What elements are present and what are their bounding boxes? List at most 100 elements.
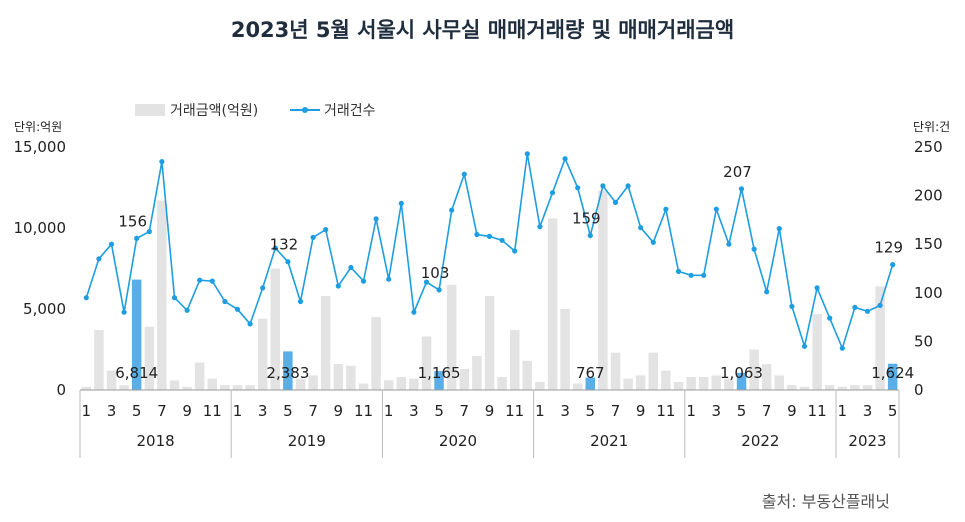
bar <box>308 375 318 390</box>
line-point <box>222 298 228 305</box>
x-tick-label: 11 <box>203 402 222 420</box>
x-tick-label: 1 <box>384 402 394 420</box>
y-right-tick-label: 150 <box>914 235 943 253</box>
bar <box>157 200 167 390</box>
bar <box>220 385 230 390</box>
line-value-label: 132 <box>270 236 299 254</box>
line-point <box>197 277 203 283</box>
line-point <box>310 234 316 240</box>
bar <box>421 336 432 390</box>
bar <box>144 326 155 390</box>
line-point <box>650 239 656 245</box>
line-point <box>373 216 379 222</box>
source-note: 출처: 부동산플래닛 <box>761 492 890 511</box>
line-point <box>108 241 115 247</box>
x-tick-label: 9 <box>636 402 646 420</box>
line-point <box>675 268 682 274</box>
line-point <box>386 276 392 282</box>
bar <box>522 360 532 390</box>
x-tick-label: 1 <box>838 402 848 420</box>
line-point <box>562 156 568 162</box>
line-point <box>814 285 820 291</box>
line-value-label: 129 <box>874 239 903 257</box>
year-label: 2018 <box>137 432 175 450</box>
y-right-tick-label: 100 <box>914 284 943 302</box>
line-point <box>335 283 341 289</box>
bar-highlight <box>585 377 595 390</box>
bar <box>358 383 369 390</box>
line-series <box>83 151 896 351</box>
line-point <box>146 229 152 235</box>
y-left-tick-label: 5,000 <box>23 300 66 318</box>
bar-series <box>81 190 898 390</box>
y-right-ticks: 0 50 100 150 200 250 <box>914 138 943 399</box>
bar-value-label: 1,063 <box>720 364 763 382</box>
line-point <box>121 309 127 315</box>
bar <box>320 296 331 390</box>
bar <box>371 317 381 390</box>
y-left-tick-label: 0 <box>56 381 66 399</box>
bar <box>875 286 885 390</box>
bar <box>787 385 797 390</box>
line-point <box>549 190 556 196</box>
y-right-tick-label: 50 <box>914 332 933 350</box>
year-label: 2022 <box>741 432 779 450</box>
line-point <box>272 245 278 251</box>
bar <box>862 385 873 390</box>
chart-title: 2023년 5월 서울시 사무실 매매거래량 및 매매거래금액 <box>230 18 735 42</box>
x-tick-label: 9 <box>334 402 344 420</box>
bar <box>295 378 306 390</box>
bar <box>207 378 217 390</box>
bar <box>610 352 621 390</box>
line-point <box>852 304 858 310</box>
line-value-label: 103 <box>421 264 450 282</box>
line-point <box>701 272 707 278</box>
bar-value-label: 6,814 <box>115 364 158 382</box>
x-tick-label: 11 <box>505 402 524 420</box>
bar <box>724 378 734 390</box>
bar <box>182 386 192 390</box>
line-point <box>537 224 543 230</box>
bar <box>673 381 684 390</box>
line-point <box>171 295 178 301</box>
line-value-label: 207 <box>723 163 752 181</box>
line-point <box>827 315 833 321</box>
line-point <box>423 279 430 285</box>
bar-value-label: 1,165 <box>418 364 461 382</box>
x-tick-label: 7 <box>157 402 167 420</box>
line-point <box>864 308 871 314</box>
bar <box>774 375 784 390</box>
line-point <box>587 232 593 239</box>
x-tick-label: 3 <box>560 402 570 420</box>
bar <box>484 296 495 390</box>
x-tick-label: 1 <box>82 402 92 420</box>
line-point <box>751 246 757 252</box>
line-point <box>260 285 266 291</box>
bar <box>106 370 117 390</box>
x-tick-label: 7 <box>460 402 470 420</box>
bar <box>573 383 583 390</box>
line-point <box>323 227 329 233</box>
bar <box>94 330 104 390</box>
year-label: 2021 <box>590 432 628 450</box>
x-axis: 1 3 5 7 9 11 1 3 5 7 9 11 1 3 5 7 9 11 1 3 5 7 9 11 1 3 5 7 9 11 1 3 520… <box>79 389 900 458</box>
x-tick-label: 1 <box>686 402 696 420</box>
line-point <box>612 199 619 205</box>
bar <box>648 352 658 390</box>
x-tick-label: 5 <box>586 402 596 420</box>
y-left-unit: 단위:억원 <box>14 120 62 134</box>
line-point <box>713 206 719 212</box>
y-left-tick-label: 15,000 <box>14 138 67 156</box>
bar-highlight <box>434 371 444 390</box>
x-tick-label: 3 <box>712 402 722 420</box>
bar <box>257 318 268 390</box>
line-point <box>297 298 304 305</box>
year-label: 2020 <box>439 432 477 450</box>
line-point <box>360 278 367 284</box>
line-point <box>738 186 745 192</box>
line-point <box>890 262 896 268</box>
bar <box>686 377 696 390</box>
x-tick-label: 5 <box>888 402 898 420</box>
legend-line-label: 거래건수 <box>324 103 376 119</box>
